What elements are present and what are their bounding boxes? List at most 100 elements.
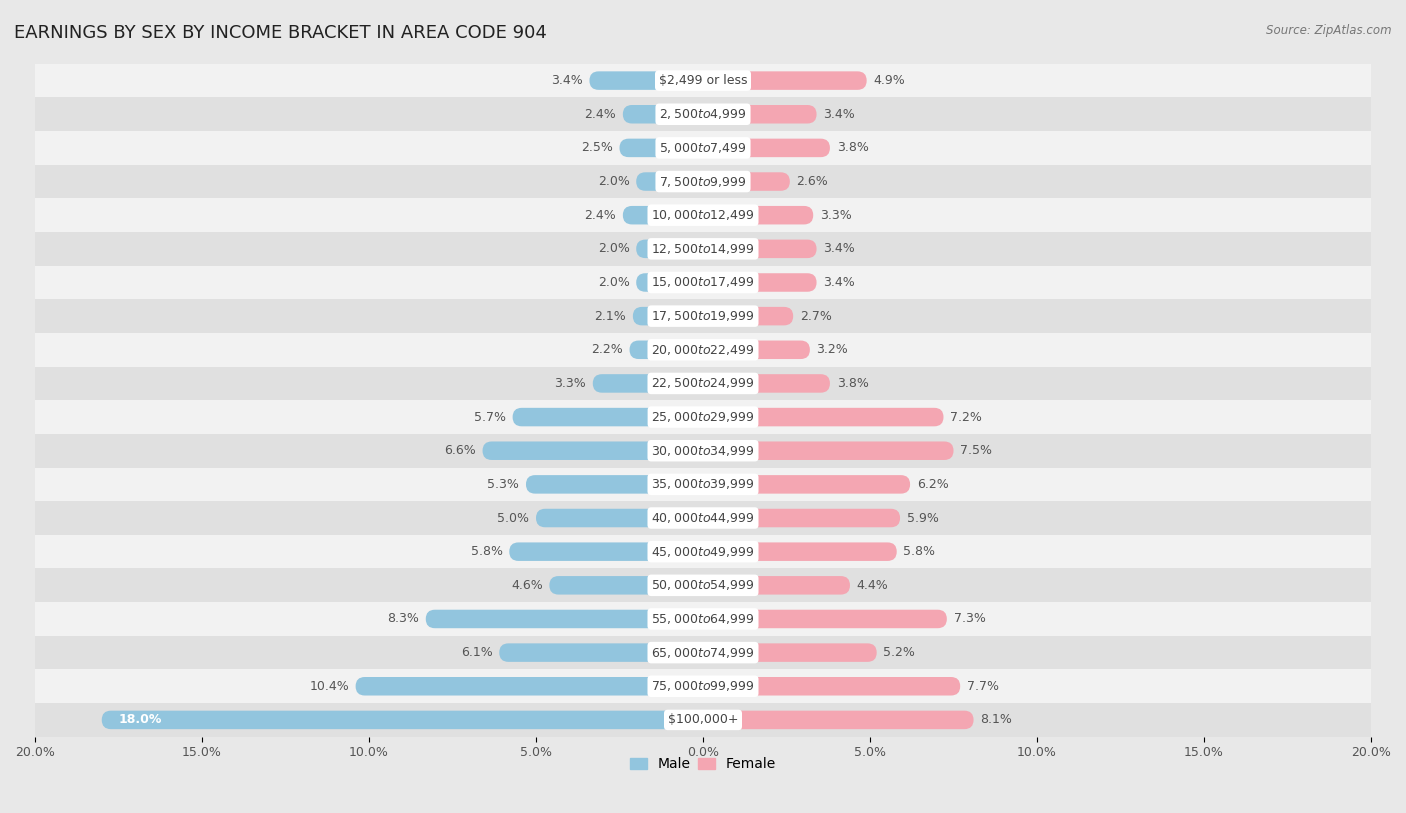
FancyBboxPatch shape: [426, 610, 703, 628]
Text: 4.6%: 4.6%: [510, 579, 543, 592]
Text: $7,500 to $9,999: $7,500 to $9,999: [659, 175, 747, 189]
Text: 2.1%: 2.1%: [595, 310, 626, 323]
Text: 3.4%: 3.4%: [824, 108, 855, 121]
Bar: [35, 568, 1371, 602]
FancyBboxPatch shape: [703, 509, 900, 528]
Bar: [35, 602, 1371, 636]
Text: 7.7%: 7.7%: [967, 680, 998, 693]
FancyBboxPatch shape: [593, 374, 703, 393]
FancyBboxPatch shape: [703, 677, 960, 695]
Bar: [35, 63, 1371, 98]
Text: 18.0%: 18.0%: [118, 714, 162, 726]
FancyBboxPatch shape: [703, 475, 910, 493]
Text: $75,000 to $99,999: $75,000 to $99,999: [651, 680, 755, 693]
Text: $22,500 to $24,999: $22,500 to $24,999: [651, 376, 755, 390]
Text: $12,500 to $14,999: $12,500 to $14,999: [651, 241, 755, 256]
FancyBboxPatch shape: [636, 240, 703, 258]
Bar: [35, 535, 1371, 568]
Text: 7.2%: 7.2%: [950, 411, 981, 424]
Text: EARNINGS BY SEX BY INCOME BRACKET IN AREA CODE 904: EARNINGS BY SEX BY INCOME BRACKET IN ARE…: [14, 24, 547, 42]
FancyBboxPatch shape: [703, 341, 810, 359]
FancyBboxPatch shape: [101, 711, 703, 729]
Text: 3.8%: 3.8%: [837, 377, 869, 390]
FancyBboxPatch shape: [630, 341, 703, 359]
FancyBboxPatch shape: [703, 374, 830, 393]
FancyBboxPatch shape: [636, 273, 703, 292]
Text: 8.3%: 8.3%: [387, 612, 419, 625]
Bar: [35, 434, 1371, 467]
FancyBboxPatch shape: [623, 105, 703, 124]
FancyBboxPatch shape: [703, 307, 793, 325]
Text: 3.3%: 3.3%: [554, 377, 586, 390]
Text: 2.0%: 2.0%: [598, 276, 630, 289]
Text: $10,000 to $12,499: $10,000 to $12,499: [651, 208, 755, 222]
Text: 3.3%: 3.3%: [820, 209, 852, 222]
Text: Source: ZipAtlas.com: Source: ZipAtlas.com: [1267, 24, 1392, 37]
FancyBboxPatch shape: [482, 441, 703, 460]
FancyBboxPatch shape: [703, 240, 817, 258]
Text: $2,499 or less: $2,499 or less: [659, 74, 747, 87]
Text: 10.4%: 10.4%: [309, 680, 349, 693]
Bar: [35, 703, 1371, 737]
FancyBboxPatch shape: [526, 475, 703, 493]
FancyBboxPatch shape: [550, 576, 703, 594]
FancyBboxPatch shape: [633, 307, 703, 325]
FancyBboxPatch shape: [623, 206, 703, 224]
Text: 5.9%: 5.9%: [907, 511, 939, 524]
Bar: [35, 131, 1371, 165]
Text: 6.1%: 6.1%: [461, 646, 492, 659]
Text: $50,000 to $54,999: $50,000 to $54,999: [651, 578, 755, 593]
Bar: [35, 98, 1371, 131]
Text: 4.9%: 4.9%: [873, 74, 905, 87]
Text: 2.4%: 2.4%: [585, 108, 616, 121]
Text: 3.2%: 3.2%: [817, 343, 848, 356]
Text: 8.1%: 8.1%: [980, 714, 1012, 726]
Bar: [35, 467, 1371, 501]
FancyBboxPatch shape: [703, 273, 817, 292]
Text: 2.7%: 2.7%: [800, 310, 832, 323]
Text: $30,000 to $34,999: $30,000 to $34,999: [651, 444, 755, 458]
FancyBboxPatch shape: [703, 408, 943, 426]
Legend: Male, Female: Male, Female: [624, 752, 782, 777]
Text: $25,000 to $29,999: $25,000 to $29,999: [651, 410, 755, 424]
Text: 5.3%: 5.3%: [488, 478, 519, 491]
FancyBboxPatch shape: [513, 408, 703, 426]
Text: $20,000 to $22,499: $20,000 to $22,499: [651, 343, 755, 357]
FancyBboxPatch shape: [703, 576, 851, 594]
Text: $65,000 to $74,999: $65,000 to $74,999: [651, 646, 755, 659]
FancyBboxPatch shape: [703, 172, 790, 191]
FancyBboxPatch shape: [499, 643, 703, 662]
Text: 4.4%: 4.4%: [856, 579, 889, 592]
Bar: [35, 367, 1371, 400]
FancyBboxPatch shape: [536, 509, 703, 528]
Text: 2.6%: 2.6%: [797, 175, 828, 188]
Text: 5.7%: 5.7%: [474, 411, 506, 424]
Text: 3.8%: 3.8%: [837, 141, 869, 154]
Text: 6.6%: 6.6%: [444, 444, 475, 457]
Text: 2.4%: 2.4%: [585, 209, 616, 222]
FancyBboxPatch shape: [703, 542, 897, 561]
Text: 3.4%: 3.4%: [824, 242, 855, 255]
FancyBboxPatch shape: [509, 542, 703, 561]
FancyBboxPatch shape: [636, 172, 703, 191]
Text: 5.8%: 5.8%: [904, 546, 935, 559]
Bar: [35, 198, 1371, 232]
FancyBboxPatch shape: [703, 441, 953, 460]
Text: 2.0%: 2.0%: [598, 175, 630, 188]
Text: 3.4%: 3.4%: [551, 74, 582, 87]
Text: $35,000 to $39,999: $35,000 to $39,999: [651, 477, 755, 491]
FancyBboxPatch shape: [703, 610, 946, 628]
FancyBboxPatch shape: [703, 711, 973, 729]
Text: 3.4%: 3.4%: [824, 276, 855, 289]
Text: 7.5%: 7.5%: [960, 444, 993, 457]
Text: $55,000 to $64,999: $55,000 to $64,999: [651, 612, 755, 626]
Text: $100,000+: $100,000+: [668, 714, 738, 726]
Text: 2.0%: 2.0%: [598, 242, 630, 255]
Bar: [35, 400, 1371, 434]
Bar: [35, 333, 1371, 367]
Text: 6.2%: 6.2%: [917, 478, 949, 491]
Text: 2.2%: 2.2%: [591, 343, 623, 356]
Text: $45,000 to $49,999: $45,000 to $49,999: [651, 545, 755, 559]
Bar: [35, 669, 1371, 703]
FancyBboxPatch shape: [703, 643, 877, 662]
